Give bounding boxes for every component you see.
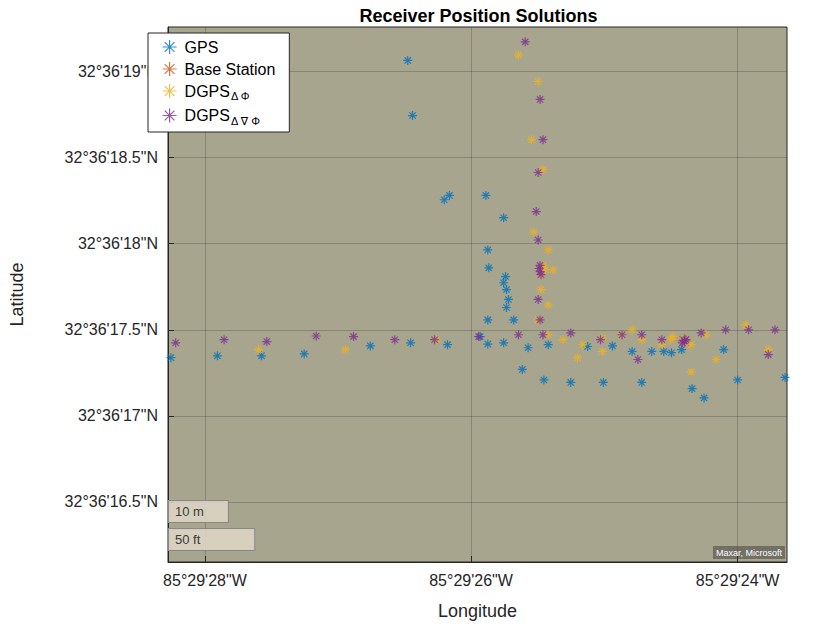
svg-text:32°36'18.5"N: 32°36'18.5"N	[65, 149, 158, 166]
svg-text:Δ ∇ Φ: Δ ∇ Φ	[231, 115, 260, 127]
svg-text:85°29'26"W: 85°29'26"W	[429, 572, 514, 589]
svg-text:Longitude: Longitude	[438, 601, 517, 621]
svg-text:DGPS: DGPS	[185, 83, 230, 100]
svg-text:32°36'17.5"N: 32°36'17.5"N	[65, 321, 158, 338]
svg-text:32°36'17"N: 32°36'17"N	[78, 407, 158, 424]
svg-text:32°36'18"N: 32°36'18"N	[78, 235, 158, 252]
svg-text:GPS: GPS	[185, 39, 219, 56]
svg-text:Maxar, Microsoft: Maxar, Microsoft	[716, 548, 783, 558]
svg-text:32°36'16.5"N: 32°36'16.5"N	[65, 493, 158, 510]
svg-text:Base Station: Base Station	[185, 61, 276, 78]
svg-text:85°29'28"W: 85°29'28"W	[163, 572, 248, 589]
svg-text:10 m: 10 m	[175, 504, 204, 519]
svg-text:Receiver Position Solutions: Receiver Position Solutions	[359, 6, 597, 26]
svg-text:Latitude: Latitude	[7, 262, 27, 326]
svg-text:Δ Φ: Δ Φ	[231, 90, 250, 102]
svg-text:32°36'19"N: 32°36'19"N	[78, 63, 158, 80]
svg-text:50 ft: 50 ft	[175, 532, 201, 547]
svg-text:85°29'24"W: 85°29'24"W	[696, 572, 781, 589]
svg-text:DGPS: DGPS	[185, 107, 230, 124]
